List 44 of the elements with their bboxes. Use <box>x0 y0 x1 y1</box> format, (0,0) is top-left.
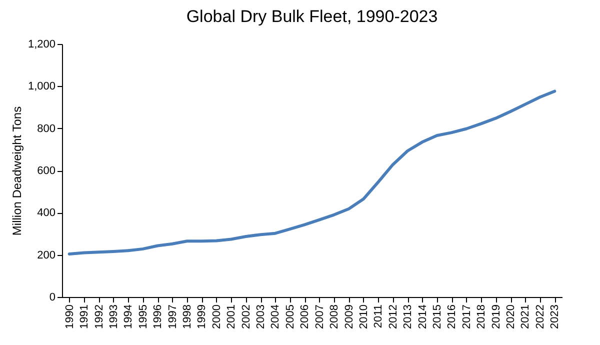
x-tick-label: 2004 <box>270 304 282 329</box>
x-tick-label: 2008 <box>328 304 341 329</box>
x-tick-label: 2009 <box>343 304 356 329</box>
x-tick-label: 1997 <box>166 304 179 329</box>
x-tick-label: 2000 <box>210 304 223 329</box>
x-tick-label: 2003 <box>255 304 268 329</box>
chart-title: Global Dry Bulk Fleet, 1990-2023 <box>186 7 438 26</box>
x-tick-label: 2001 <box>226 304 238 329</box>
x-tick-label: 1991 <box>78 304 91 329</box>
x-tick-label: 2020 <box>505 304 518 329</box>
x-tick-label: 1993 <box>108 304 120 329</box>
x-tick-label: 2002 <box>240 304 252 329</box>
x-tick-label: 2011 <box>372 304 385 328</box>
x-tick-label: 2006 <box>299 304 312 329</box>
x-tick-label: 2017 <box>460 304 473 329</box>
x-tick-label: 1998 <box>182 304 194 329</box>
y-tick-label: 400 <box>37 207 56 220</box>
y-tick-label: 200 <box>37 249 56 262</box>
x-tick-label: 2023 <box>549 304 562 329</box>
x-tick-label: 1996 <box>152 304 164 329</box>
x-tick-label: 2012 <box>387 304 400 329</box>
x-tick-label: 2015 <box>432 304 444 329</box>
line-series <box>68 90 556 256</box>
y-tick-label: 600 <box>37 165 56 177</box>
x-tick-label: 1990 <box>64 304 76 329</box>
y-tick-label: 0 <box>49 292 56 304</box>
y-tick-label: 800 <box>37 122 56 135</box>
x-tick-label: 2019 <box>490 304 502 329</box>
x-tick-label: 2010 <box>358 304 370 329</box>
x-tick-label: 2016 <box>446 304 458 329</box>
x-tick-label: 1999 <box>196 304 208 329</box>
x-tick-label: 2005 <box>284 304 296 329</box>
x-tick-label: 2018 <box>476 304 488 329</box>
x-tick-label: 2021 <box>520 304 532 329</box>
x-tick-label: 2014 <box>416 304 429 329</box>
x-tick-label: 1994 <box>122 304 135 329</box>
y-tick-label: 1,000 <box>28 80 56 93</box>
x-tick-label: 2007 <box>314 304 326 329</box>
x-tick-label: 1992 <box>93 304 106 329</box>
x-tick-label: 2022 <box>534 304 546 329</box>
x-tick-label: 2013 <box>402 304 414 329</box>
y-tick-label: 1,200 <box>28 38 56 50</box>
x-tick-label: 1995 <box>137 304 150 329</box>
y-axis-title: Million Deadweight Tons <box>10 106 24 236</box>
